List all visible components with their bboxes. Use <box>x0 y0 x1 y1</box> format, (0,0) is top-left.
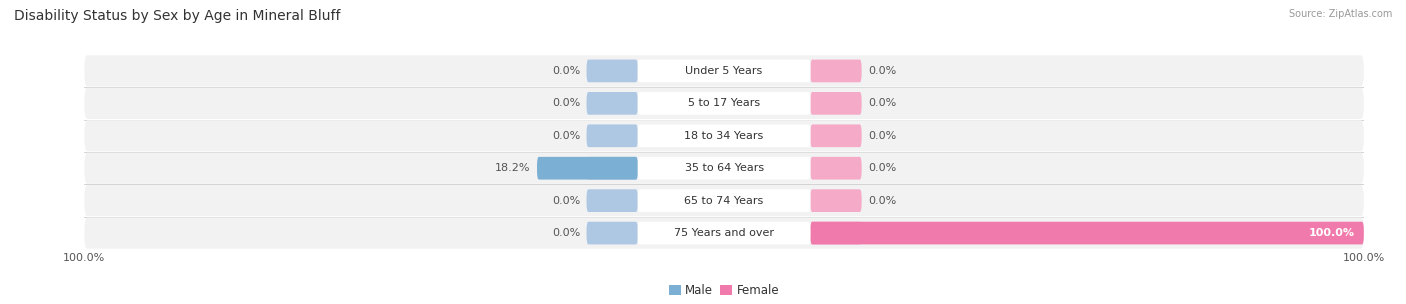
Text: 0.0%: 0.0% <box>553 131 581 141</box>
FancyBboxPatch shape <box>810 222 1364 244</box>
Text: 0.0%: 0.0% <box>553 196 581 206</box>
Text: Source: ZipAtlas.com: Source: ZipAtlas.com <box>1288 9 1392 19</box>
FancyBboxPatch shape <box>537 157 638 180</box>
FancyBboxPatch shape <box>810 189 862 212</box>
FancyBboxPatch shape <box>810 124 862 147</box>
FancyBboxPatch shape <box>84 88 1364 119</box>
FancyBboxPatch shape <box>638 60 810 82</box>
Text: 0.0%: 0.0% <box>553 66 581 76</box>
Text: 0.0%: 0.0% <box>868 98 896 108</box>
Text: 0.0%: 0.0% <box>553 228 581 238</box>
Text: 5 to 17 Years: 5 to 17 Years <box>688 98 761 108</box>
Legend: Male, Female: Male, Female <box>664 279 785 302</box>
Text: 0.0%: 0.0% <box>553 98 581 108</box>
FancyBboxPatch shape <box>586 157 638 180</box>
FancyBboxPatch shape <box>586 222 638 244</box>
FancyBboxPatch shape <box>84 120 1364 151</box>
FancyBboxPatch shape <box>638 189 810 212</box>
Text: 0.0%: 0.0% <box>868 163 896 173</box>
Text: 65 to 74 Years: 65 to 74 Years <box>685 196 763 206</box>
FancyBboxPatch shape <box>810 92 862 115</box>
Text: 18 to 34 Years: 18 to 34 Years <box>685 131 763 141</box>
FancyBboxPatch shape <box>84 153 1364 184</box>
Text: 35 to 64 Years: 35 to 64 Years <box>685 163 763 173</box>
FancyBboxPatch shape <box>586 189 638 212</box>
FancyBboxPatch shape <box>810 222 862 244</box>
FancyBboxPatch shape <box>586 92 638 115</box>
Text: 18.2%: 18.2% <box>495 163 530 173</box>
FancyBboxPatch shape <box>810 157 862 180</box>
FancyBboxPatch shape <box>84 217 1364 249</box>
Text: 0.0%: 0.0% <box>868 66 896 76</box>
Text: 75 Years and over: 75 Years and over <box>673 228 775 238</box>
FancyBboxPatch shape <box>810 60 862 82</box>
FancyBboxPatch shape <box>586 124 638 147</box>
Text: 100.0%: 100.0% <box>1308 228 1354 238</box>
FancyBboxPatch shape <box>84 185 1364 216</box>
Text: 0.0%: 0.0% <box>868 196 896 206</box>
FancyBboxPatch shape <box>586 60 638 82</box>
FancyBboxPatch shape <box>638 124 810 147</box>
FancyBboxPatch shape <box>84 55 1364 87</box>
Text: Under 5 Years: Under 5 Years <box>686 66 762 76</box>
FancyBboxPatch shape <box>638 222 810 244</box>
Text: Disability Status by Sex by Age in Mineral Bluff: Disability Status by Sex by Age in Miner… <box>14 9 340 23</box>
Text: 0.0%: 0.0% <box>868 131 896 141</box>
FancyBboxPatch shape <box>638 92 810 115</box>
FancyBboxPatch shape <box>638 157 810 180</box>
